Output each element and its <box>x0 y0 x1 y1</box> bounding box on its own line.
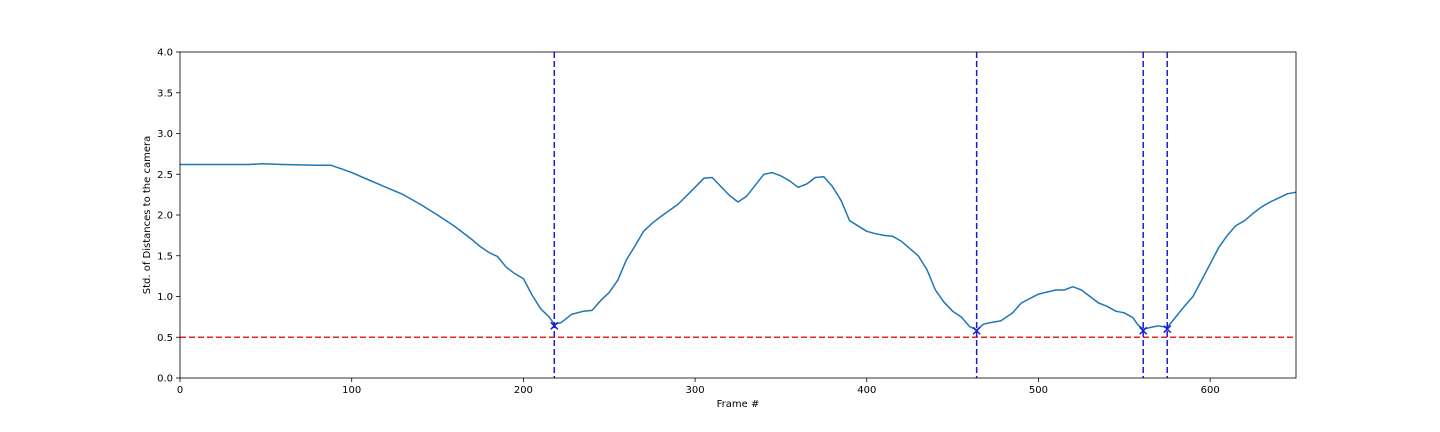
marker-1 <box>550 321 559 330</box>
x-tick-label: 600 <box>1201 385 1220 396</box>
x-tick-label: 500 <box>1029 385 1048 396</box>
x-tick-label: 300 <box>686 385 705 396</box>
y-tick-label: 1.5 <box>157 251 173 262</box>
y-tick-label: 4.0 <box>157 48 173 59</box>
x-tick-label: 0 <box>177 385 183 396</box>
y-tick-label: 1.0 <box>157 292 173 303</box>
marker-2 <box>972 326 981 335</box>
x-tick-label: 400 <box>857 385 876 396</box>
y-tick-label: 0.0 <box>157 374 173 385</box>
plot-area: 0 100 200 300 400 500 600 0.0 0.5 1.0 1.5 2.0 2.5 3.0… <box>157 48 1297 396</box>
marker-4 <box>1163 325 1172 334</box>
y-axis-title: Std. of Distances to the camera <box>142 136 153 294</box>
y-tick-label: 3.5 <box>157 88 173 99</box>
y-tick-label: 3.0 <box>157 129 173 140</box>
series-line <box>180 162 1297 331</box>
x-tick-label: 100 <box>342 385 361 396</box>
y-tick-label: 0.5 <box>157 333 173 344</box>
x-tick-label: 200 <box>514 385 533 396</box>
marker-3 <box>1139 326 1148 335</box>
x-axis-title: Frame # <box>717 399 760 410</box>
y-tick-label: 2.0 <box>157 211 173 222</box>
axes-frame <box>179 51 1297 379</box>
y-tick-label: 2.5 <box>157 170 173 181</box>
